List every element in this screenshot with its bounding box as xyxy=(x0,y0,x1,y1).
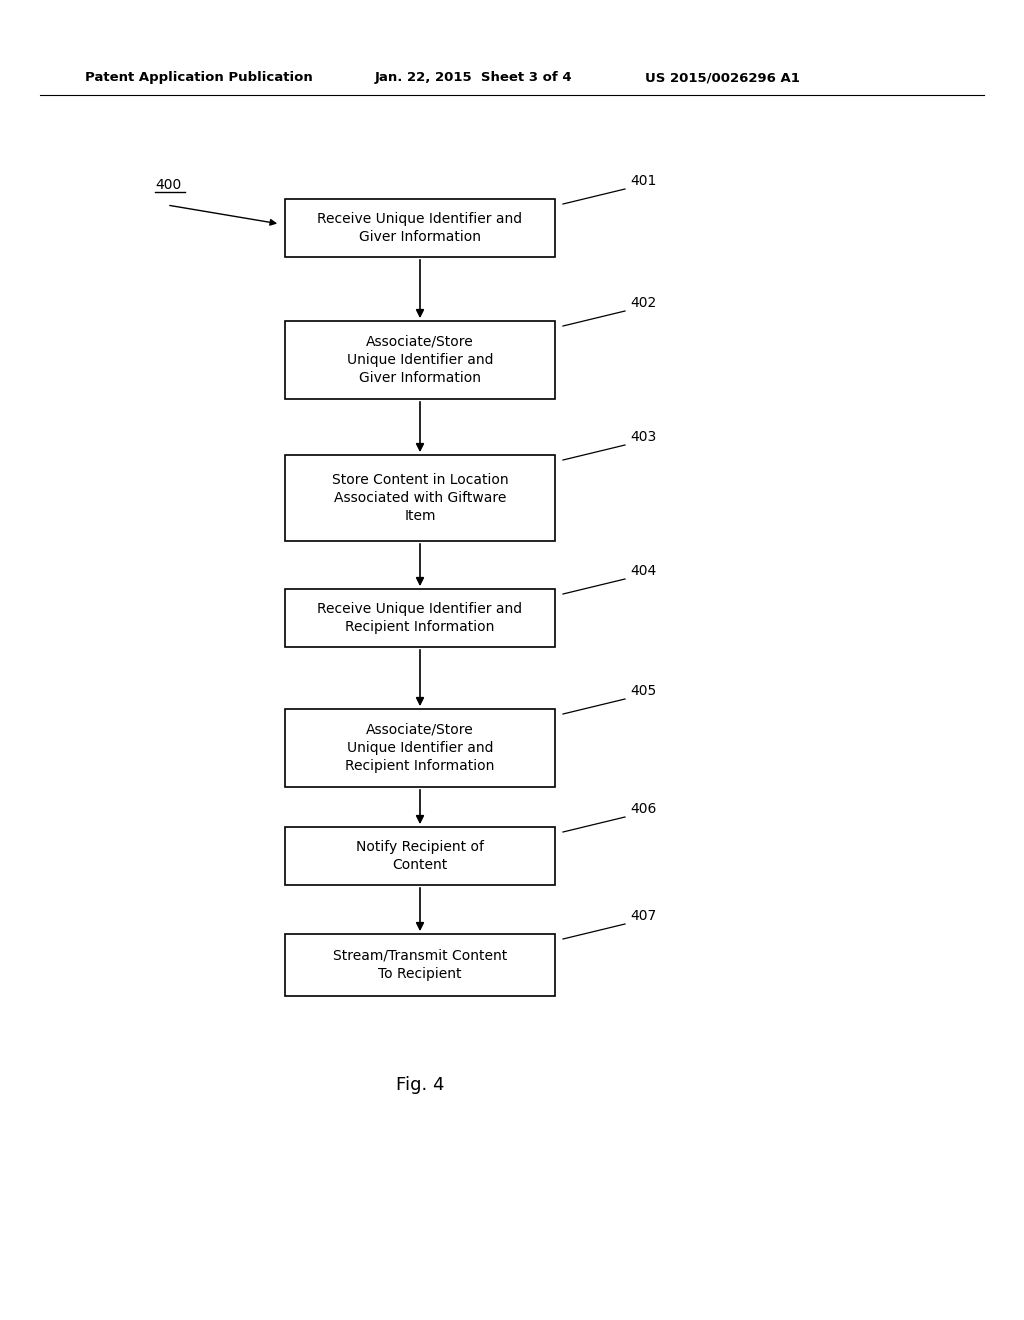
Text: 406: 406 xyxy=(630,803,656,816)
Bar xyxy=(285,828,555,884)
Text: 400: 400 xyxy=(155,178,181,191)
Text: 402: 402 xyxy=(630,296,656,310)
Text: Patent Application Publication: Patent Application Publication xyxy=(85,71,312,84)
Text: Associate/Store
Unique Identifier and
Giver Information: Associate/Store Unique Identifier and Gi… xyxy=(347,334,494,385)
Text: 401: 401 xyxy=(630,174,656,187)
Text: Receive Unique Identifier and
Giver Information: Receive Unique Identifier and Giver Info… xyxy=(317,211,522,244)
Bar xyxy=(285,589,555,647)
Bar xyxy=(285,321,555,399)
Text: Notify Recipient of
Content: Notify Recipient of Content xyxy=(356,840,484,873)
Text: Receive Unique Identifier and
Recipient Information: Receive Unique Identifier and Recipient … xyxy=(317,602,522,634)
Text: 403: 403 xyxy=(630,430,656,444)
Text: US 2015/0026296 A1: US 2015/0026296 A1 xyxy=(645,71,800,84)
Text: Stream/Transmit Content
To Recipient: Stream/Transmit Content To Recipient xyxy=(333,949,507,981)
Bar xyxy=(285,709,555,787)
Text: Associate/Store
Unique Identifier and
Recipient Information: Associate/Store Unique Identifier and Re… xyxy=(345,722,495,774)
Bar xyxy=(285,935,555,997)
Bar xyxy=(285,199,555,257)
Text: 404: 404 xyxy=(630,564,656,578)
Text: 405: 405 xyxy=(630,684,656,698)
Text: Jan. 22, 2015  Sheet 3 of 4: Jan. 22, 2015 Sheet 3 of 4 xyxy=(375,71,572,84)
Text: Fig. 4: Fig. 4 xyxy=(395,1076,444,1094)
Text: 407: 407 xyxy=(630,909,656,923)
Bar xyxy=(285,455,555,541)
Text: Store Content in Location
Associated with Giftware
Item: Store Content in Location Associated wit… xyxy=(332,473,508,524)
